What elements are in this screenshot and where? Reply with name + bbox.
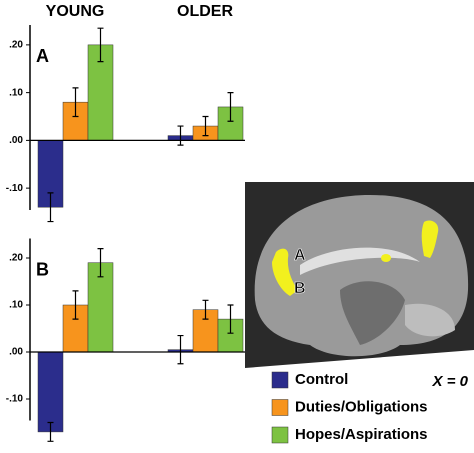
brain-image: A B X = 0 xyxy=(245,182,474,390)
region-label: A xyxy=(294,247,306,264)
legend-swatch xyxy=(271,426,289,444)
panel-label: B xyxy=(36,259,49,279)
error-bar xyxy=(177,334,184,365)
error-bar xyxy=(47,421,54,442)
legend-swatch xyxy=(271,399,289,416)
y-tick-label: .20 xyxy=(9,253,23,264)
activation-a-b xyxy=(272,248,298,296)
error-bar xyxy=(72,87,79,118)
slice-caption: X = 0 xyxy=(432,373,469,390)
error-bar xyxy=(97,248,104,278)
legend-swatch xyxy=(271,371,289,389)
y-tick-label: -.10 xyxy=(6,394,24,405)
y-tick-label: .00 xyxy=(9,347,23,358)
y-tick-label: .00 xyxy=(9,135,23,146)
y-tick-label: -.10 xyxy=(6,183,24,194)
error-bar xyxy=(227,304,234,334)
bar xyxy=(37,351,64,433)
region-label: B xyxy=(294,280,306,297)
error-bar xyxy=(227,92,234,122)
cerebellum xyxy=(405,303,455,337)
error-bar xyxy=(202,115,209,137)
legend-label: Hopes/Aspirations xyxy=(295,426,428,443)
error-bar xyxy=(202,299,209,320)
y-tick-label: .10 xyxy=(9,87,23,98)
error-bar xyxy=(72,290,79,320)
legend-label: Control xyxy=(295,371,348,388)
group-label: OLDER xyxy=(177,3,233,20)
activation-small xyxy=(381,254,391,262)
legend-label: Duties/Obligations xyxy=(295,398,428,415)
activation-parietal xyxy=(421,220,439,258)
brainstem xyxy=(340,281,405,345)
corpus-callosum xyxy=(300,247,420,275)
group-label: YOUNG xyxy=(46,3,105,20)
bar xyxy=(87,262,114,353)
error-bar xyxy=(97,27,104,63)
panel-label: A xyxy=(36,46,49,66)
y-tick-label: .10 xyxy=(9,300,23,311)
y-tick-label: .20 xyxy=(9,40,23,51)
error-bar xyxy=(47,192,54,223)
error-bar xyxy=(177,125,184,146)
